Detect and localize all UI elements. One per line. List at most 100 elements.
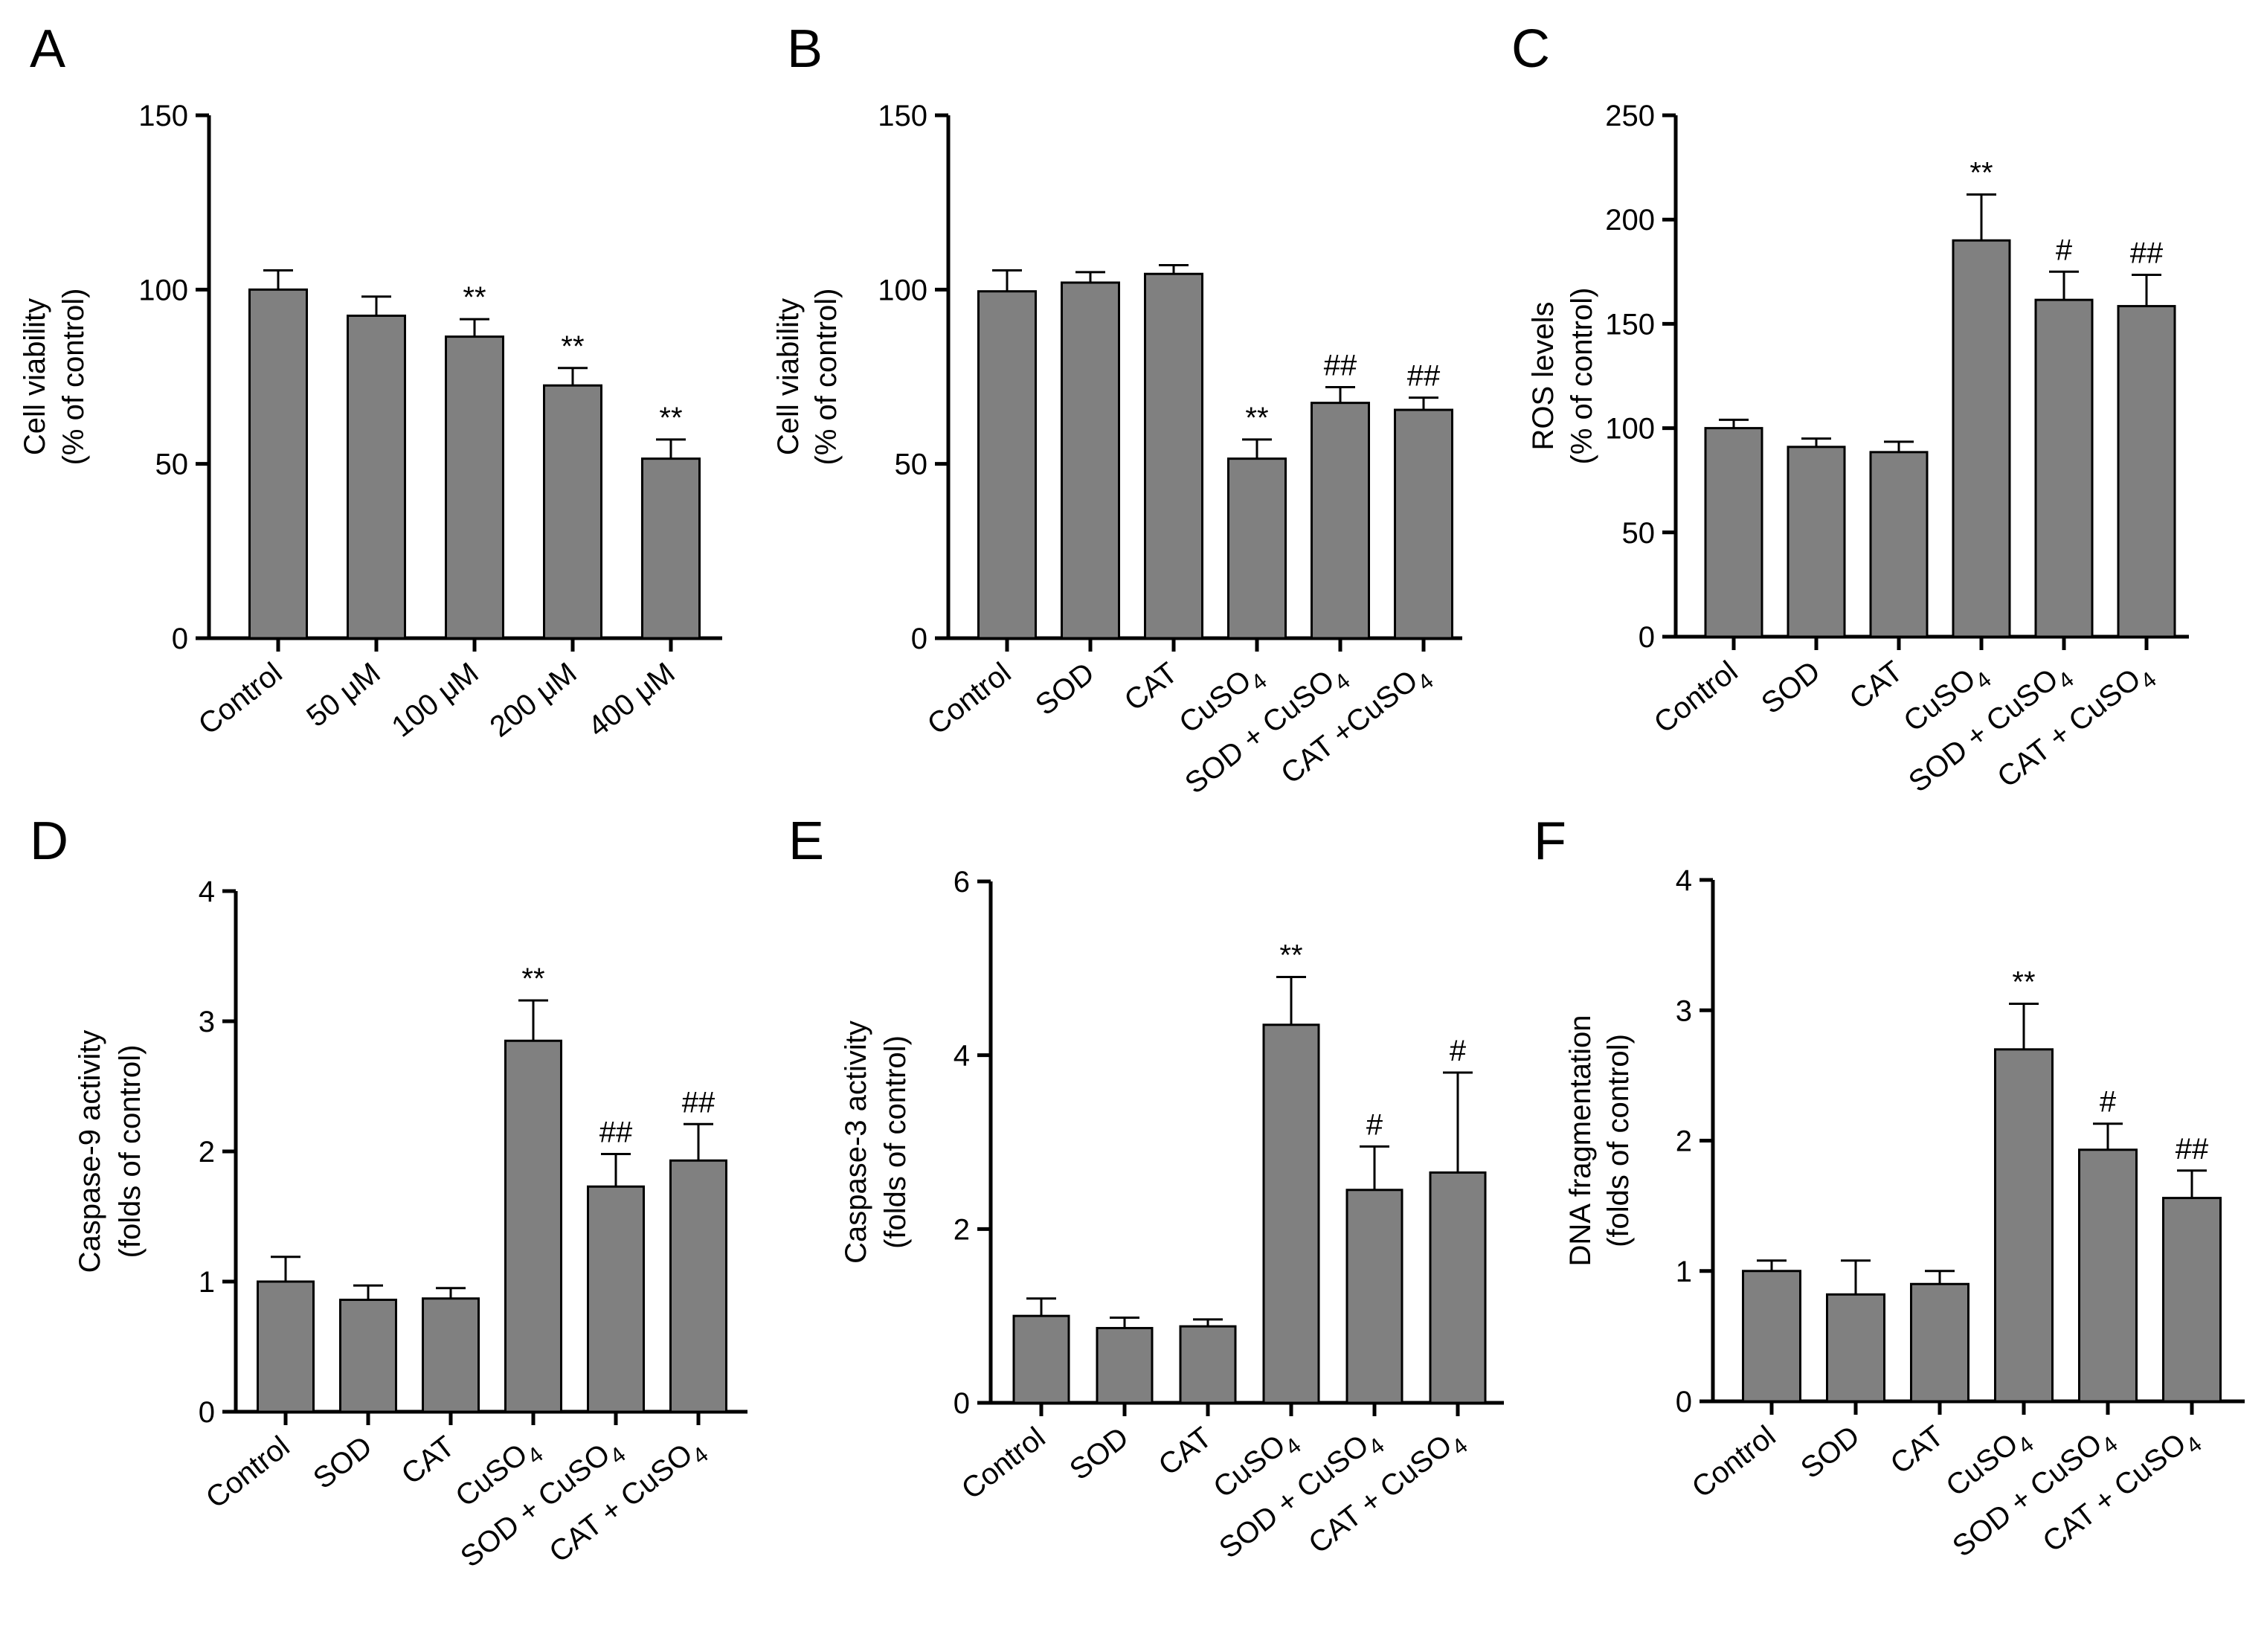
y-tick-label: 2 [199, 1136, 215, 1169]
panel-c: C ROS levels (% of control) 0 50 100 150 200 250… [1511, 19, 2189, 799]
bar [1826, 1293, 1885, 1403]
x-tick-label: Control [956, 1421, 1052, 1505]
x-tick-label: SOD [1755, 655, 1826, 720]
x-tick-label: SOD [1064, 1421, 1134, 1486]
y-axis-label: Cell viability [772, 298, 805, 455]
y-tick-label: 1 [1676, 1256, 1692, 1288]
bar [248, 288, 308, 640]
y-axis-label: Cell viability [19, 298, 51, 455]
bar [445, 335, 504, 640]
bar [504, 1039, 562, 1413]
y-tick-label: 100 [878, 274, 927, 306]
x-tick-label: CAT +CuSO4 [1275, 656, 1438, 796]
panel-f: F DNA fragmentation (folds of control) 0 1 2 3… [1534, 811, 2245, 1563]
significance-mark: ## [599, 1116, 633, 1149]
significance-mark: ## [1407, 360, 1441, 393]
y-tick-label: 100 [1605, 413, 1655, 446]
panel-letter: B [787, 19, 823, 79]
x-tick-label: CAT + CuSO4 [543, 1430, 713, 1575]
y-tick-label: 50 [895, 449, 928, 481]
significance-mark: ** [521, 962, 544, 995]
bar [1742, 1270, 1801, 1403]
significance-mark: # [1366, 1108, 1383, 1141]
panel-letter: E [788, 811, 824, 871]
y-axis-label: DNA fragmentation [1564, 1015, 1597, 1267]
x-tick-label: CAT [396, 1430, 461, 1491]
x-tick-label: CAT [1119, 656, 1184, 717]
y-tick-label: 150 [138, 100, 188, 132]
significance-mark: ** [2012, 965, 2035, 998]
x-tick-label: Control [200, 1430, 296, 1514]
x-tick-label: SOD [1795, 1419, 1865, 1485]
bar [1910, 1282, 1969, 1403]
y-tick-label: 50 [1622, 517, 1656, 550]
y-axis-label: ROS levels [1527, 301, 1560, 450]
y-tick-label: 0 [911, 623, 927, 655]
y-tick-label: 0 [1676, 1386, 1692, 1418]
x-tick-label: SOD [1029, 656, 1100, 721]
bar [1787, 446, 1846, 638]
y-tick-label: 0 [1639, 621, 1655, 654]
bar [1179, 1325, 1237, 1404]
panel-letter: F [1534, 811, 1566, 871]
significance-mark: # [2056, 234, 2073, 266]
significance-mark: ** [561, 330, 584, 363]
bar [422, 1297, 480, 1413]
bar [1227, 457, 1287, 640]
x-tick-label: Control [193, 656, 289, 741]
significance-mark: ## [2130, 237, 2164, 270]
significance-mark: ** [1279, 939, 1302, 972]
y-tick-label: 3 [1676, 994, 1692, 1027]
panel-e: E Caspase-3 activity (folds of control) 0 2 4… [788, 811, 1504, 1565]
y-axis-label: (folds of control) [1602, 1034, 1635, 1247]
y-axis-label: Caspase-3 activity [840, 1021, 872, 1264]
bar [1096, 1327, 1154, 1404]
y-tick-label: 100 [138, 274, 188, 306]
x-tick-label: CAT [1844, 655, 1909, 716]
bar [1144, 272, 1203, 640]
y-tick-label: 200 [1605, 204, 1655, 237]
bar [2078, 1148, 2138, 1403]
bar [257, 1280, 315, 1413]
significance-mark: ## [2176, 1133, 2209, 1166]
significance-mark: ## [682, 1086, 716, 1119]
y-tick-label: 3 [199, 1006, 215, 1038]
x-tick-label: Control [922, 656, 1017, 741]
bar [1704, 427, 1763, 638]
bar [1429, 1171, 1487, 1404]
bar [2034, 298, 2094, 638]
y-tick-label: 50 [155, 449, 189, 481]
y-axis-label: (% of control) [810, 289, 843, 466]
significance-mark: ** [1245, 402, 1268, 434]
panel-letter: A [30, 19, 65, 79]
bar [543, 384, 602, 640]
x-tick-label: SOD [307, 1430, 378, 1495]
bar [1311, 402, 1370, 640]
y-axis-label: (folds of control) [114, 1045, 147, 1259]
y-tick-label: 2 [954, 1213, 970, 1246]
bar [2117, 305, 2176, 638]
significance-mark: ** [463, 281, 486, 314]
y-tick-label: 0 [172, 623, 188, 655]
y-tick-label: 0 [199, 1396, 215, 1429]
panel-letter: C [1511, 19, 1550, 79]
x-tick-label: Control [1648, 655, 1744, 739]
y-tick-label: 1 [199, 1266, 215, 1299]
y-tick-label: 4 [199, 875, 215, 908]
bar [669, 1159, 727, 1413]
panel-d: D Caspase-9 activity (folds of control) 0 1 2… [30, 811, 747, 1575]
y-tick-label: 4 [954, 1040, 970, 1073]
y-tick-label: 2 [1676, 1125, 1692, 1158]
significance-mark: # [2100, 1086, 2117, 1119]
x-tick-label: CAT [1885, 1419, 1950, 1480]
bar [977, 290, 1037, 640]
panel-b: B Cell viability (% of control) 0 50 100 150 Co… [772, 19, 1462, 800]
y-axis-label: Caspase-9 activity [74, 1030, 106, 1273]
x-tick-label: 400 μM [582, 656, 681, 743]
y-tick-label: 0 [954, 1387, 970, 1420]
bar [1869, 451, 1929, 638]
significance-mark: # [1450, 1035, 1467, 1067]
bar [347, 314, 406, 640]
